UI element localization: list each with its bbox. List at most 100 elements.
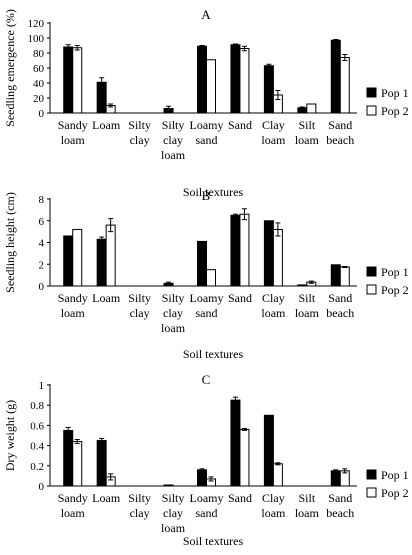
- bar-pop-2: [339, 57, 350, 114]
- x-tick-label: Silty: [162, 491, 185, 505]
- x-tick-label: loam: [61, 506, 86, 520]
- bar-pop-1: [230, 214, 241, 287]
- legend-swatch: [366, 266, 377, 277]
- bar-pop-1: [96, 440, 107, 487]
- x-tick-label: Silty: [162, 291, 185, 305]
- bar-pop-1: [330, 39, 341, 114]
- y-tick-label: 120: [28, 18, 45, 30]
- y-tick-label: 100: [28, 33, 45, 45]
- x-tick-label: Clay: [262, 491, 285, 505]
- x-tick-label: clay: [130, 133, 150, 147]
- x-tick-label: clay: [163, 133, 183, 147]
- bar-pop-2: [72, 441, 83, 487]
- x-tick-label: loam: [261, 133, 286, 147]
- x-tick-label: Sand: [228, 291, 252, 305]
- y-tick-label: 20: [33, 93, 45, 105]
- y-tick-label: 4: [39, 238, 45, 250]
- x-tick-label: Loamy: [190, 118, 224, 132]
- bar-pop-1: [63, 235, 74, 287]
- y-axis-label: Seedling emergence (%): [3, 9, 17, 127]
- bar-pop-1: [330, 264, 341, 287]
- bar-pop-1: [263, 65, 274, 114]
- bar-pop-1: [63, 46, 74, 114]
- x-tick-label: loam: [161, 521, 186, 535]
- x-tick-label: sand: [196, 506, 218, 520]
- legend-label: Pop 1: [381, 265, 409, 279]
- legend-swatch: [366, 469, 377, 480]
- legend-label: Pop 2: [381, 104, 409, 118]
- bar-pop-2: [239, 48, 250, 114]
- y-tick-label: 0.2: [30, 461, 44, 473]
- x-tick-label: loam: [295, 506, 320, 520]
- x-tick-label: Clay: [262, 291, 285, 305]
- y-tick-label: 0: [39, 108, 45, 120]
- y-tick-label: 0: [39, 281, 45, 293]
- x-tick-label: beach: [326, 506, 354, 520]
- y-tick-label: 80: [33, 48, 45, 60]
- x-tick-label: Sand: [328, 491, 352, 505]
- y-tick-label: 6: [39, 216, 45, 228]
- y-tick-label: 2: [39, 259, 45, 271]
- x-tick-label: Loam: [92, 291, 121, 305]
- bar-pop-2: [239, 428, 250, 487]
- bar-pop-1: [330, 470, 341, 487]
- bar-pop-1: [230, 399, 241, 487]
- x-tick-label: Clay: [262, 118, 285, 132]
- x-tick-label: loam: [161, 321, 186, 335]
- bar-pop-1: [263, 220, 274, 287]
- bar-pop-2: [272, 463, 283, 487]
- y-tick-label: 60: [33, 63, 45, 75]
- chart-title: C: [202, 372, 211, 387]
- bar-pop-1: [297, 284, 308, 287]
- x-axis-label: Soil textures: [183, 534, 244, 548]
- x-tick-label: Silty: [128, 291, 151, 305]
- y-tick-label: 0.8: [30, 400, 44, 412]
- bar-pop-1: [197, 240, 207, 287]
- x-tick-label: loam: [61, 133, 86, 147]
- x-tick-label: Loamy: [190, 291, 224, 305]
- x-tick-label: Loam: [92, 118, 121, 132]
- x-tick-label: beach: [326, 133, 354, 147]
- y-axis-label: Seedling height (cm): [3, 192, 17, 293]
- x-tick-label: loam: [295, 306, 320, 320]
- chart-title: B: [202, 188, 211, 203]
- x-tick-label: beach: [326, 306, 354, 320]
- x-tick-label: Sand: [228, 491, 252, 505]
- bar-pop-2: [105, 224, 116, 287]
- x-tick-label: sand: [196, 133, 218, 147]
- panel-a: A 0 20 40 60 80 100 120 Seedling emergence (%) Sa…: [3, 7, 409, 199]
- bar-pop-2: [72, 47, 83, 114]
- bar-pop-2: [239, 213, 250, 287]
- bar-pop-2: [306, 103, 317, 114]
- x-tick-label: Silty: [128, 491, 151, 505]
- x-tick-label: Silt: [298, 118, 315, 132]
- legend-swatch: [366, 87, 377, 98]
- bar-pop-1: [96, 238, 107, 287]
- x-tick-label: clay: [130, 506, 150, 520]
- x-tick-label: clay: [163, 506, 183, 520]
- x-tick-label: loam: [261, 506, 286, 520]
- x-tick-label: Sand: [328, 118, 352, 132]
- x-tick-label: loam: [161, 148, 186, 162]
- bar-pop-1: [197, 45, 207, 114]
- x-tick-label: sand: [196, 306, 218, 320]
- x-tick-label: Sandy: [58, 291, 88, 305]
- legend-label: Pop 1: [381, 86, 409, 100]
- y-tick-label: 1: [39, 380, 45, 392]
- x-tick-label: clay: [163, 306, 183, 320]
- bar-pop-1: [230, 44, 241, 114]
- x-tick-label: Sand: [228, 118, 252, 132]
- legend-label: Pop 2: [381, 486, 409, 500]
- bar-pop-1: [163, 484, 174, 487]
- x-tick-label: loam: [61, 306, 86, 320]
- x-axis-label: Soil textures: [183, 347, 244, 361]
- x-tick-label: Silt: [298, 291, 315, 305]
- bar-pop-2: [339, 266, 350, 287]
- bar-pop-1: [263, 414, 274, 487]
- x-tick-label: Sand: [328, 291, 352, 305]
- x-tick-label: clay: [130, 306, 150, 320]
